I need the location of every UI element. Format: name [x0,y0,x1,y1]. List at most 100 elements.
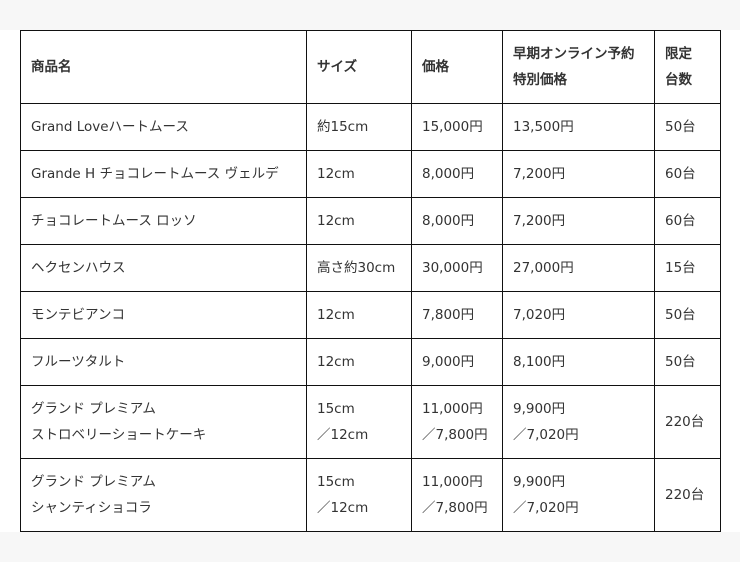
cell-size: 12cm [306,291,412,339]
cell-product-name: グランド プレミアム シャンティショコラ [20,458,307,532]
cell-text-line: 50台 [665,307,696,323]
cell-limited-quantity: 50台 [654,103,721,151]
cell-product-name: ヘクセンハウス [20,244,307,292]
cell-early-online-price: 13,500円 [502,103,655,151]
header-price: 価格 [411,30,503,104]
cell-text-line: フルーツタルト [31,354,126,370]
cell-limited-quantity: 60台 [654,197,721,245]
table-row: フルーツタルト 12cm 9,000円 8,100円 50台 [20,338,721,386]
cell-text-line: 15台 [665,260,696,276]
table-row: チョコレートムース ロッソ 12cm 8,000円 7,200円 60台 [20,197,721,245]
cell-price: 30,000円 [411,244,503,292]
cell-limited-quantity: 50台 [654,338,721,386]
cell-product-name: グランド プレミアムストロベリーショートケーキ [20,385,307,459]
cell-text-line: ／12cm [317,427,369,443]
cell-text-line: 15cm [317,474,355,490]
cell-text-line: 8,000円 [422,213,475,229]
cell-text-line: 9,000円 [422,354,475,370]
cell-text-line: ／12cm [317,500,369,516]
cell-price: 11,000円 ／7,800円 [411,458,503,532]
cell-size: 高さ約30cm [306,244,412,292]
cell-size: 約15cm [306,103,412,151]
header-limited-quantity: 限定 台数 [654,30,721,104]
table-row: グランド プレミアム シャンティショコラ 15cm ／12cm 11,000円 ／7,80… [20,458,721,532]
cell-text-line: 220台 [665,487,705,503]
cell-text-line: 12cm [317,166,355,182]
cell-size: 15cm ／12cm [306,385,412,459]
cell-early-online-price: 7,020円 [502,291,655,339]
cell-text-line: 12cm [317,213,355,229]
cell-text-line: グランド プレミアム [31,401,156,417]
cell-early-online-price: 7,200円 [502,197,655,245]
cell-text-line: 11,000円 [422,401,483,417]
cell-early-online-price: 27,000円 [502,244,655,292]
table-row: モンテビアンコ 12cm 7,800円 7,020円 50台 [20,291,721,339]
cell-size: 12cm [306,150,412,198]
cell-product-name: Grand Loveハートムース [20,103,307,151]
cell-product-name: フルーツタルト [20,338,307,386]
cell-text-line: 7,020円 [513,307,566,323]
cell-text-line: 7,200円 [513,213,566,229]
cell-size: 15cm ／12cm [306,458,412,532]
header-text-line: 特別価格 [513,72,567,88]
cell-price: 15,000円 [411,103,503,151]
cell-size: 12cm [306,338,412,386]
cell-text-line: 27,000円 [513,260,574,276]
cell-price: 8,000円 [411,150,503,198]
cell-text-line: 15,000円 [422,119,483,135]
cell-text-line: チョコレートムース ロッソ [31,213,197,229]
cell-price: 9,000円 [411,338,503,386]
cell-early-online-price: 9,900円 ／7,020円 [502,458,655,532]
cell-product-name: Grande H チョコレートムース ヴェルデ [20,150,307,198]
cell-text-line: 30,000円 [422,260,483,276]
cell-text-line: 11,000円 [422,474,483,490]
cell-limited-quantity: 220台 [654,458,721,532]
cell-text-line: ／7,020円 [513,500,579,516]
cell-text-line: 220台 [665,414,705,430]
table-row: グランド プレミアムストロベリーショートケーキ 15cm ／12cm 11,000円 ／… [20,385,721,459]
cell-early-online-price: 9,900円 ／7,020円 [502,385,655,459]
cell-limited-quantity: 50台 [654,291,721,339]
header-size: サイズ [306,30,412,104]
table-row: Grand Loveハートムース 約15cm 15,000円 13,500円 50台 [20,103,721,151]
table-header-row: 商品名 サイズ 価格 早期オンライン予約 特別価格 限定 台数 [20,30,721,104]
cell-text-line: Grande H チョコレートムース ヴェルデ [31,166,279,182]
cell-text-line: 8,100円 [513,354,566,370]
table-row: Grande H チョコレートムース ヴェルデ 12cm 8,000円 7,200円 6… [20,150,721,198]
cell-product-name: チョコレートムース ロッソ [20,197,307,245]
header-text-line: サイズ [317,59,358,75]
cell-text-line: 15cm [317,401,355,417]
cell-text-line: 50台 [665,354,696,370]
cell-text-line: 9,900円 [513,474,566,490]
cell-size: 12cm [306,197,412,245]
cell-text-line: 60台 [665,166,696,182]
cell-text-line: モンテビアンコ [31,307,125,323]
cell-product-name: モンテビアンコ [20,291,307,339]
header-text-line: 商品名 [31,59,72,75]
cell-text-line: シャンティショコラ [31,500,152,516]
cell-text-line: ストロベリーショートケーキ [31,427,207,443]
product-table: 商品名 サイズ 価格 早期オンライン予約 特別価格 限定 台数 Grand Loveハートム… [20,30,721,532]
cell-price: 8,000円 [411,197,503,245]
cell-text-line: グランド プレミアム [31,474,156,490]
cell-early-online-price: 7,200円 [502,150,655,198]
header-text-line: 早期オンライン予約 [513,46,635,62]
cell-price: 7,800円 [411,291,503,339]
cell-text-line: 7,800円 [422,307,475,323]
header-text-line: 台数 [665,72,692,88]
cell-text-line: ／7,800円 [422,500,488,516]
cell-text-line: 12cm [317,307,355,323]
cell-text-line: 12cm [317,354,355,370]
cell-text-line: 9,900円 [513,401,566,417]
cell-text-line: 60台 [665,213,696,229]
cell-text-line: 13,500円 [513,119,574,135]
cell-text-line: 約15cm [317,119,369,135]
cell-early-online-price: 8,100円 [502,338,655,386]
cell-text-line: ／7,800円 [422,427,488,443]
header-early-online-price: 早期オンライン予約 特別価格 [502,30,655,104]
header-product-name: 商品名 [20,30,307,104]
table-row: ヘクセンハウス 高さ約30cm 30,000円 27,000円 15台 [20,244,721,292]
header-text-line: 価格 [422,59,449,75]
cell-text-line: ヘクセンハウス [31,260,126,276]
cell-limited-quantity: 220台 [654,385,721,459]
